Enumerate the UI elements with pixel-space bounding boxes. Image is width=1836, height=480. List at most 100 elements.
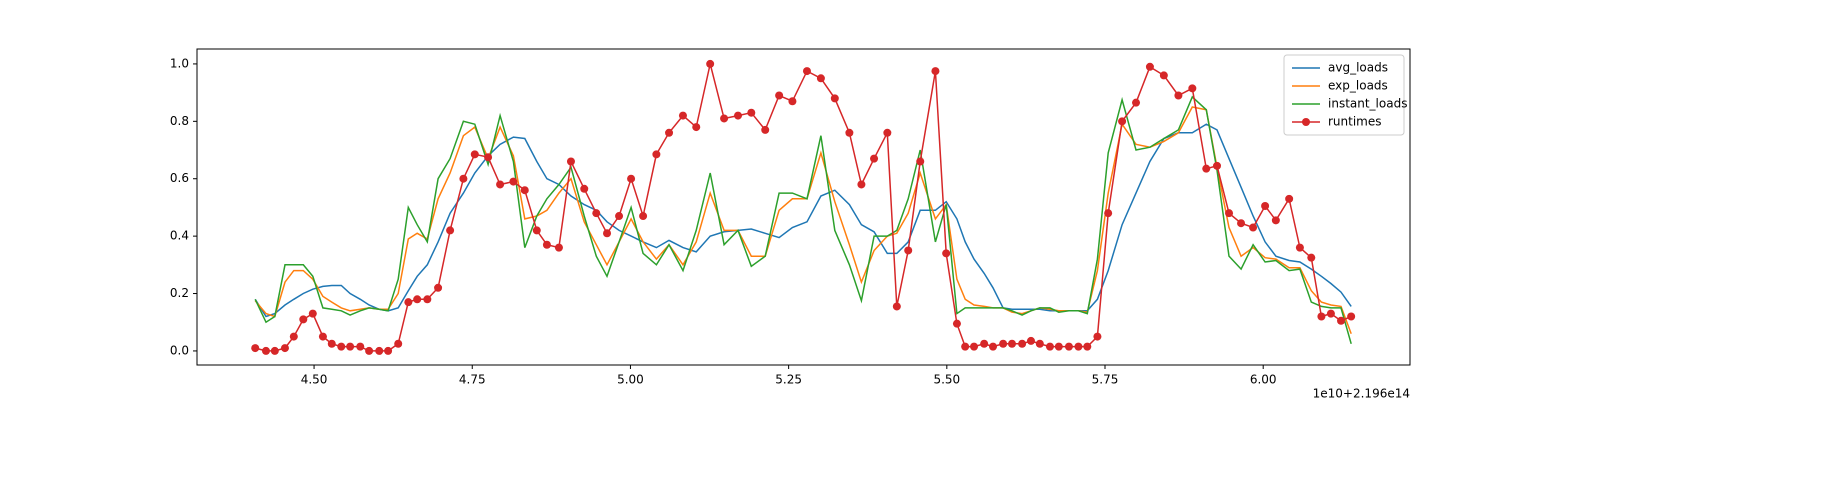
data-point <box>375 346 384 355</box>
data-point <box>720 114 729 123</box>
data-point <box>931 67 940 76</box>
data-point <box>337 342 346 351</box>
data-point <box>857 180 866 189</box>
data-point <box>845 128 854 137</box>
data-point <box>446 226 455 235</box>
data-point <box>299 315 308 324</box>
data-point <box>802 67 811 76</box>
data-point <box>394 339 403 348</box>
data-point <box>542 240 551 249</box>
data-point <box>1249 223 1258 232</box>
data-point <box>318 332 327 341</box>
data-point <box>627 174 636 183</box>
data-point <box>470 150 479 159</box>
data-point <box>423 295 432 304</box>
data-point <box>1026 336 1035 345</box>
x-tick-label: 6.00 <box>1250 373 1277 387</box>
y-tick-label: 0.0 <box>170 343 189 357</box>
data-point <box>916 157 925 166</box>
data-point <box>1317 312 1326 321</box>
data-point <box>1118 117 1127 126</box>
data-point <box>1083 342 1092 351</box>
data-point <box>904 246 913 255</box>
y-tick-label: 0.2 <box>170 286 189 300</box>
data-point <box>1035 339 1044 348</box>
data-point <box>404 298 413 307</box>
data-point <box>1045 342 1054 351</box>
data-point <box>1054 342 1063 351</box>
data-point <box>484 153 493 162</box>
data-point <box>580 184 589 193</box>
data-point <box>251 344 260 353</box>
data-point <box>1225 209 1234 218</box>
data-point <box>999 339 1008 348</box>
data-point <box>692 123 701 132</box>
y-tick-label: 0.4 <box>170 229 189 243</box>
data-point <box>1188 84 1197 93</box>
data-point <box>280 344 289 353</box>
data-point <box>816 74 825 83</box>
data-point <box>384 346 393 355</box>
legend-label: exp_loads <box>1328 79 1388 93</box>
data-point <box>639 212 648 221</box>
x-tick-label: 5.75 <box>1092 373 1119 387</box>
series-line <box>255 63 1352 352</box>
data-point <box>365 346 374 355</box>
legend-label: avg_loads <box>1328 61 1388 75</box>
data-point <box>952 319 961 328</box>
data-point <box>665 128 674 137</box>
data-point <box>706 59 715 68</box>
y-tick-label: 1.0 <box>170 56 189 70</box>
data-point <box>678 111 687 120</box>
legend: avg_loads exp_loads instant_loads runtimes <box>1283 54 1407 136</box>
series-line <box>254 95 1352 345</box>
data-point <box>1018 339 1027 348</box>
data-point <box>1213 161 1222 170</box>
x-offset-label: 1e10+2.196e14 <box>1313 387 1410 401</box>
data-point <box>989 342 998 351</box>
data-point <box>870 154 879 163</box>
data-point <box>942 249 951 258</box>
data-point <box>289 332 298 341</box>
legend-box <box>1283 54 1405 136</box>
data-point <box>1159 71 1168 80</box>
data-point <box>1347 312 1356 321</box>
data-point <box>883 128 892 137</box>
data-point <box>1237 219 1246 228</box>
x-tick-label: 5.25 <box>775 373 802 387</box>
y-tick-label: 0.6 <box>170 171 189 185</box>
data-point <box>1174 91 1183 100</box>
data-point <box>459 174 468 183</box>
data-point <box>892 302 901 311</box>
data-point <box>1132 98 1141 107</box>
data-point <box>1285 194 1294 203</box>
data-point <box>1074 342 1083 351</box>
legend-label: instant_loads <box>1328 97 1407 111</box>
data-point <box>1202 164 1211 173</box>
data-point <box>413 295 422 304</box>
data-point <box>775 91 784 100</box>
x-tick-label: 5.00 <box>617 373 644 387</box>
data-point <box>592 209 601 218</box>
plot-frame <box>196 48 1411 366</box>
data-point <box>788 97 797 106</box>
data-point <box>1295 243 1304 252</box>
data-point <box>434 283 443 292</box>
data-point <box>327 339 336 348</box>
x-tick-label: 5.50 <box>933 373 960 387</box>
data-point <box>1104 209 1113 218</box>
data-point <box>980 339 989 348</box>
data-point <box>615 212 624 221</box>
data-point <box>1145 62 1154 71</box>
data-point <box>830 94 839 103</box>
x-tick-label: 4.50 <box>301 373 328 387</box>
legend-marker <box>1302 118 1310 126</box>
data-point <box>734 111 743 120</box>
data-point <box>270 346 279 355</box>
data-point <box>566 157 575 166</box>
data-point <box>308 309 317 318</box>
data-point <box>554 243 563 252</box>
data-point <box>970 342 979 351</box>
data-point <box>509 177 518 186</box>
